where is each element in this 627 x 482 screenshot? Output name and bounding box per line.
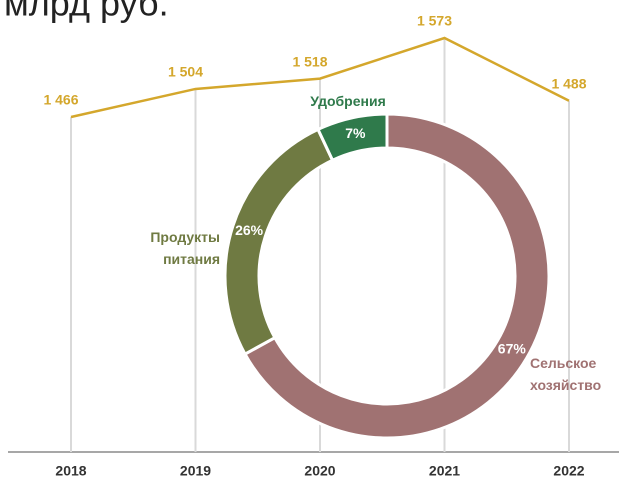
x-tick-label: 2021 (429, 463, 460, 479)
category-label: Удобрения (310, 93, 386, 109)
data-label: 1 504 (168, 64, 203, 80)
x-tick-label: 2018 (55, 463, 86, 479)
donut-segment (242, 112, 551, 440)
x-tick-label: 2020 (304, 463, 335, 479)
x-tick-label: 2019 (180, 463, 211, 479)
category-text: Продукты питания (150, 229, 220, 267)
x-tick-label: 2022 (553, 463, 584, 479)
data-label: 7% (345, 125, 366, 141)
category-label: Продукты питания (150, 229, 220, 267)
donut-segment (316, 112, 389, 163)
category-text: Удобрения (310, 93, 386, 109)
data-label: 1 573 (417, 13, 452, 29)
chart-title: млрд руб. (4, 0, 169, 24)
data-label: 1 488 (551, 75, 586, 91)
data-label: 26% (235, 222, 264, 238)
category-label: Сельское хозяйство (530, 355, 602, 393)
line (70, 36, 570, 119)
data-label: 67% (498, 341, 527, 357)
category-text: Сельское хозяйство (530, 355, 602, 393)
data-label: 1 466 (43, 92, 78, 108)
data-label: 1 518 (292, 53, 327, 69)
